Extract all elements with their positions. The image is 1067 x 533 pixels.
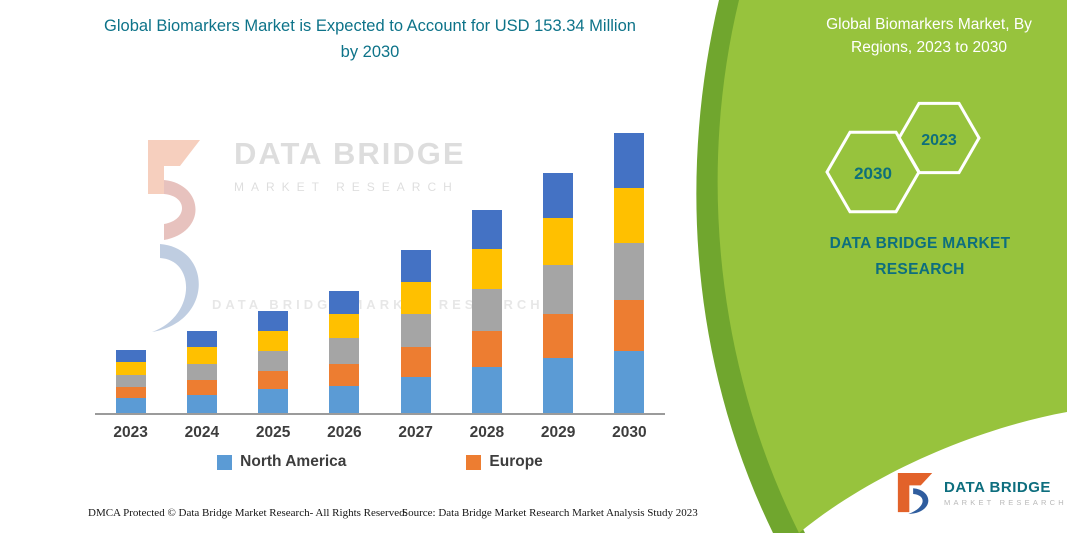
bar-segment-europe <box>543 314 574 359</box>
bar-2027 <box>380 250 451 413</box>
legend-label: Europe <box>489 453 543 470</box>
company-logo-subtitle: MARKET RESEARCH <box>944 498 1067 507</box>
page-title: Global Biomarkers Market is Expected to … <box>104 17 636 61</box>
x-axis-label-2027: 2027 <box>398 424 433 441</box>
bar-segment-north-america <box>186 394 217 413</box>
bar-segment-europe <box>258 371 289 390</box>
bar-stack <box>543 173 574 413</box>
bar-segment-europe <box>614 299 645 351</box>
bar-segment-north-america <box>471 367 502 413</box>
bar-segment-north-america <box>614 350 645 413</box>
bar-segment-europe <box>186 380 217 395</box>
legend-swatch <box>466 454 482 470</box>
bar-segment-unlabeled-darkblue <box>115 349 146 362</box>
hexagon-2030-label: 2030 <box>854 164 892 183</box>
bar-segment-europe <box>400 347 431 377</box>
bar-segment-unlabeled-gray <box>186 363 217 381</box>
bar-segment-unlabeled-darkblue <box>258 310 289 331</box>
bar-segment-unlabeled-darkblue <box>614 133 645 189</box>
green-panel-shape <box>717 0 1067 533</box>
bar-segment-unlabeled-darkblue <box>186 330 217 348</box>
company-logo-name: DATA BRIDGE <box>944 479 1051 496</box>
hexagon-2030 <box>825 130 921 214</box>
bar-2030 <box>594 133 665 413</box>
bar-2023 <box>95 349 166 413</box>
bar-stack <box>471 210 502 413</box>
company-logo: DATA BRIDGE MARKET RESEARCH <box>895 470 1067 516</box>
bar-segment-unlabeled-yellow <box>115 361 146 375</box>
bar-segment-unlabeled-yellow <box>400 281 431 315</box>
bar-segment-unlabeled-gray <box>400 314 431 348</box>
bar-segment-unlabeled-gray <box>471 288 502 331</box>
bar-stack <box>614 133 645 413</box>
bar-segment-north-america <box>329 385 360 413</box>
x-axis-label-2030: 2030 <box>612 424 647 441</box>
x-axis-label-2029: 2029 <box>540 424 576 441</box>
hexagon-2023 <box>897 101 981 175</box>
hexagon-2023-label: 2023 <box>921 132 957 149</box>
x-axis-label-2028: 2028 <box>469 424 505 441</box>
bar-segment-unlabeled-darkblue <box>329 290 360 315</box>
bar-segment-unlabeled-darkblue <box>400 250 431 282</box>
bar-2028 <box>451 210 522 413</box>
bar-segment-north-america <box>400 376 431 413</box>
bar-segment-europe <box>471 330 502 368</box>
bar-stack <box>115 349 146 413</box>
x-axis-labels: 2023 2024 2025 2026 2027 2028 2029 2030 <box>95 424 665 442</box>
dmca-notice: DMCA Protected © Data Bridge Market Rese… <box>88 507 408 519</box>
bar-2024 <box>166 330 237 413</box>
bar-stack <box>400 250 431 413</box>
bar-2026 <box>309 290 380 413</box>
bar-segment-unlabeled-yellow <box>471 248 502 289</box>
bar-segment-unlabeled-darkblue <box>543 173 574 218</box>
bar-segment-unlabeled-gray <box>543 265 574 315</box>
source-note: Source: Data Bridge Market Research Mark… <box>402 507 698 519</box>
bar-2025 <box>238 310 309 413</box>
legend-label: North America <box>240 453 347 470</box>
chart-legend: North America Europe <box>95 453 665 471</box>
side-panel-brand: DATA BRIDGE MARKET RESEARCH <box>829 235 1011 278</box>
bar-segment-unlabeled-gray <box>614 243 645 300</box>
bar-segment-north-america <box>543 358 574 413</box>
bar-segment-unlabeled-darkblue <box>471 210 502 249</box>
bar-segment-unlabeled-gray <box>329 338 360 364</box>
stacked-bar-chart <box>95 120 665 415</box>
legend-item-north-america: North America <box>217 453 346 471</box>
company-logo-icon <box>897 472 933 514</box>
bar-segment-north-america <box>258 389 289 413</box>
bar-2029 <box>523 173 594 413</box>
side-panel-title: Global Biomarkers Market, By Regions, 20… <box>826 16 1032 57</box>
bar-segment-unlabeled-yellow <box>258 330 289 351</box>
bar-segment-unlabeled-gray <box>115 374 146 388</box>
legend-swatch <box>217 454 233 470</box>
bar-segment-europe <box>115 387 146 399</box>
bar-segment-unlabeled-yellow <box>614 188 645 244</box>
bar-segment-unlabeled-yellow <box>543 217 574 266</box>
x-axis-label-2024: 2024 <box>184 424 220 441</box>
x-axis-label-2023: 2023 <box>113 424 148 441</box>
bar-segment-unlabeled-gray <box>258 350 289 372</box>
bar-stack <box>258 310 289 413</box>
legend-item-europe: Europe <box>466 453 543 471</box>
x-axis-label-2026: 2026 <box>327 424 362 441</box>
bar-stack <box>329 290 360 413</box>
bar-segment-north-america <box>115 398 146 413</box>
bar-segment-unlabeled-yellow <box>186 347 217 364</box>
side-panel-graphic: 2030 2023 <box>696 0 1067 533</box>
bar-segment-europe <box>329 363 360 386</box>
x-axis-label-2025: 2025 <box>255 424 291 441</box>
bar-segment-unlabeled-yellow <box>329 314 360 339</box>
bar-stack <box>186 330 217 413</box>
